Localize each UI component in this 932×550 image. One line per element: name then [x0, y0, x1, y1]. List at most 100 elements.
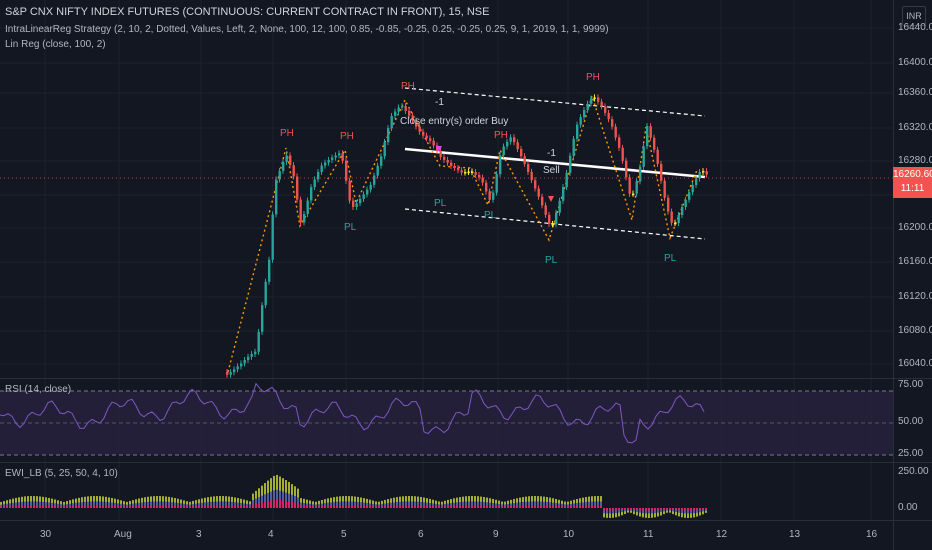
ewi-bar: [150, 505, 152, 508]
ewi-bar: [24, 505, 26, 508]
ewi-bar: [57, 503, 59, 508]
ewi-bar: [522, 501, 524, 508]
ewi-bar: [60, 506, 62, 508]
ewi-bar: [69, 506, 71, 508]
ewi-bar: [174, 502, 176, 508]
candle-body: [702, 171, 705, 173]
candle-body: [632, 193, 635, 196]
ewi-bar: [390, 502, 392, 508]
ewi-bar: [552, 502, 554, 508]
rsi-pane-separator[interactable]: [0, 378, 932, 379]
ewi-bar: [702, 508, 704, 510]
ewi-bar: [399, 501, 401, 508]
candle-body: [460, 170, 463, 173]
ewi-bar: [639, 508, 641, 511]
ewi-bar: [162, 501, 164, 508]
ewi-bar: [291, 502, 293, 508]
ewi-bar: [411, 505, 413, 508]
ewi-bar: [525, 505, 527, 508]
ewi-bar: [102, 505, 104, 508]
candle-body: [278, 170, 281, 180]
currency-label[interactable]: INR: [902, 6, 926, 26]
ewi-pane-separator[interactable]: [0, 462, 932, 463]
ewi-bar: [357, 505, 359, 508]
ewi-bar: [243, 505, 245, 508]
ewi-bar: [294, 496, 296, 508]
linreg-upper-channel: [404, 87, 706, 117]
ewi-bar: [123, 504, 125, 508]
ewi-bar: [87, 501, 89, 508]
ewi-bar: [459, 501, 461, 508]
ewi-bar: [216, 501, 218, 508]
candle-body: [513, 137, 516, 143]
candle-body: [268, 259, 271, 282]
ewi-bar: [384, 503, 386, 508]
candle-body: [663, 180, 666, 198]
ewi-bar: [123, 506, 125, 508]
ewi-bar: [570, 503, 572, 508]
candle-body: [376, 165, 379, 176]
ewi-bar: [57, 506, 59, 508]
ewi-bar: [339, 505, 341, 508]
pivot-high-label: PH: [401, 81, 415, 92]
ewi-bar: [165, 505, 167, 508]
ewi-bar: [369, 505, 371, 508]
ewi-bar: [147, 501, 149, 508]
candle-body: [247, 356, 250, 360]
ewi-bar: [153, 501, 155, 508]
ewi-bar: [474, 501, 476, 508]
candle-body: [366, 189, 369, 195]
ewi-legend[interactable]: EWI_LB (5, 25, 50, 4, 10): [5, 468, 118, 479]
rsi-legend[interactable]: RSI (14, close): [5, 384, 72, 395]
ewi-bar: [81, 505, 83, 508]
ewi-bar: [693, 508, 695, 511]
ewi-bar: [600, 505, 602, 508]
ewi-bar: [282, 500, 284, 508]
ewi-bar: [267, 492, 269, 508]
ewi-bar: [12, 502, 14, 508]
ewi-bar: [45, 502, 47, 508]
ewi-bar: [354, 501, 356, 508]
candle-body: [555, 212, 558, 225]
candle-body: [408, 110, 411, 116]
price-tick: 16360.00: [898, 87, 932, 98]
ewi-bar: [372, 506, 374, 508]
ewi-bar: [288, 493, 290, 508]
ewi-bar: [630, 508, 632, 510]
ewi-bar: [453, 505, 455, 508]
ewi-bar: [423, 505, 425, 508]
pivot-high-label: PH: [340, 131, 354, 142]
ewi-bar: [165, 501, 167, 508]
ewi-bar: [663, 508, 665, 512]
strategy-legend[interactable]: IntraLinearReg Strategy (2, 10, 2, Dotte…: [5, 24, 609, 35]
ewi-bar: [444, 504, 446, 508]
ewi-bar: [402, 501, 404, 508]
candle-body: [618, 137, 621, 148]
candle-body: [569, 155, 572, 173]
ewi-bar: [678, 508, 680, 511]
ewi-bar: [669, 508, 671, 510]
candle-body: [464, 171, 467, 174]
candle-body: [411, 115, 414, 121]
candle-body: [282, 161, 285, 171]
symbol-title[interactable]: S&P CNX NIFTY INDEX FUTURES (CONTINUOUS:…: [5, 6, 490, 18]
ewi-bar: [27, 505, 29, 508]
pivot-high-label: PH: [586, 72, 600, 83]
ewi-bar: [507, 503, 509, 508]
ewi-bar: [354, 505, 356, 508]
candle-body: [534, 180, 537, 189]
ewi-bar: [255, 498, 257, 508]
ewi-bar: [351, 501, 353, 508]
candle-body: [576, 124, 579, 139]
ewi-bar: [675, 508, 677, 510]
linreg-legend[interactable]: Lin Reg (close, 100, 2): [5, 39, 106, 50]
ewi-bar: [264, 494, 266, 508]
candle-body: [303, 214, 306, 223]
ewi-bar: [426, 502, 428, 508]
candle-body: [597, 97, 600, 102]
ewi-bar: [132, 503, 134, 508]
ewi-bar: [513, 505, 515, 508]
ewi-bar: [378, 504, 380, 508]
ewi-bar: [627, 508, 629, 511]
